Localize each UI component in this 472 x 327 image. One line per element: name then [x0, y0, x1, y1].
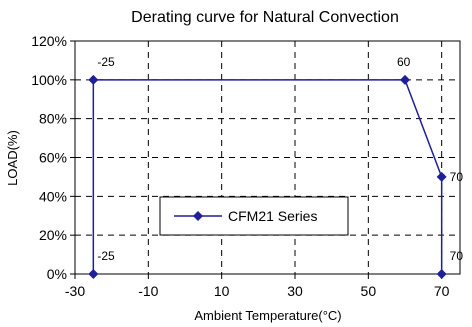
grid-lines: [75, 41, 460, 274]
x-tick-label: 10: [214, 283, 230, 299]
data-point-marker: [400, 74, 410, 85]
y-tick-label: 80%: [39, 111, 67, 127]
legend: CFM21 Series: [159, 196, 349, 236]
x-tick-label: -30: [65, 283, 85, 299]
y-tick-label: 120%: [31, 33, 67, 49]
axis-ticks: 0% 20% 40% 60% 80% 100% 120% -30 -10 10 30 50 70: [31, 33, 449, 299]
data-point-marker: [88, 74, 99, 85]
x-axis-label: Ambient Temperature(°C): [194, 308, 341, 323]
y-tick-label: 0%: [47, 266, 67, 282]
x-tick-label: 70: [434, 283, 450, 299]
chart-title: Derating curve for Natural Convection: [131, 9, 399, 26]
y-tick-label: 100%: [31, 72, 67, 88]
y-tick-label: 20%: [39, 227, 67, 243]
point-annotation: -25: [97, 249, 115, 263]
legend-diamond-marker: [193, 211, 203, 221]
y-tick-label: 60%: [39, 150, 67, 166]
legend-label: CFM21 Series: [228, 208, 317, 224]
series-layer: [88, 74, 447, 279]
data-point-marker: [436, 269, 447, 279]
data-point-marker: [88, 269, 99, 279]
point-annotation: -25: [97, 55, 115, 69]
y-axis-label: LOAD(%): [5, 130, 20, 186]
point-annotation: 60: [397, 55, 411, 69]
point-annotation: 70: [450, 249, 464, 263]
data-point-marker: [436, 171, 447, 182]
x-tick-label: -10: [138, 283, 158, 299]
x-tick-label: 50: [361, 283, 377, 299]
x-tick-label: 30: [287, 283, 303, 299]
series-line: [92, 79, 443, 274]
point-annotation: 70: [450, 170, 464, 184]
y-tick-label: 40%: [39, 188, 67, 204]
annotations-layer: -25 60 70 -25 70: [97, 55, 463, 263]
